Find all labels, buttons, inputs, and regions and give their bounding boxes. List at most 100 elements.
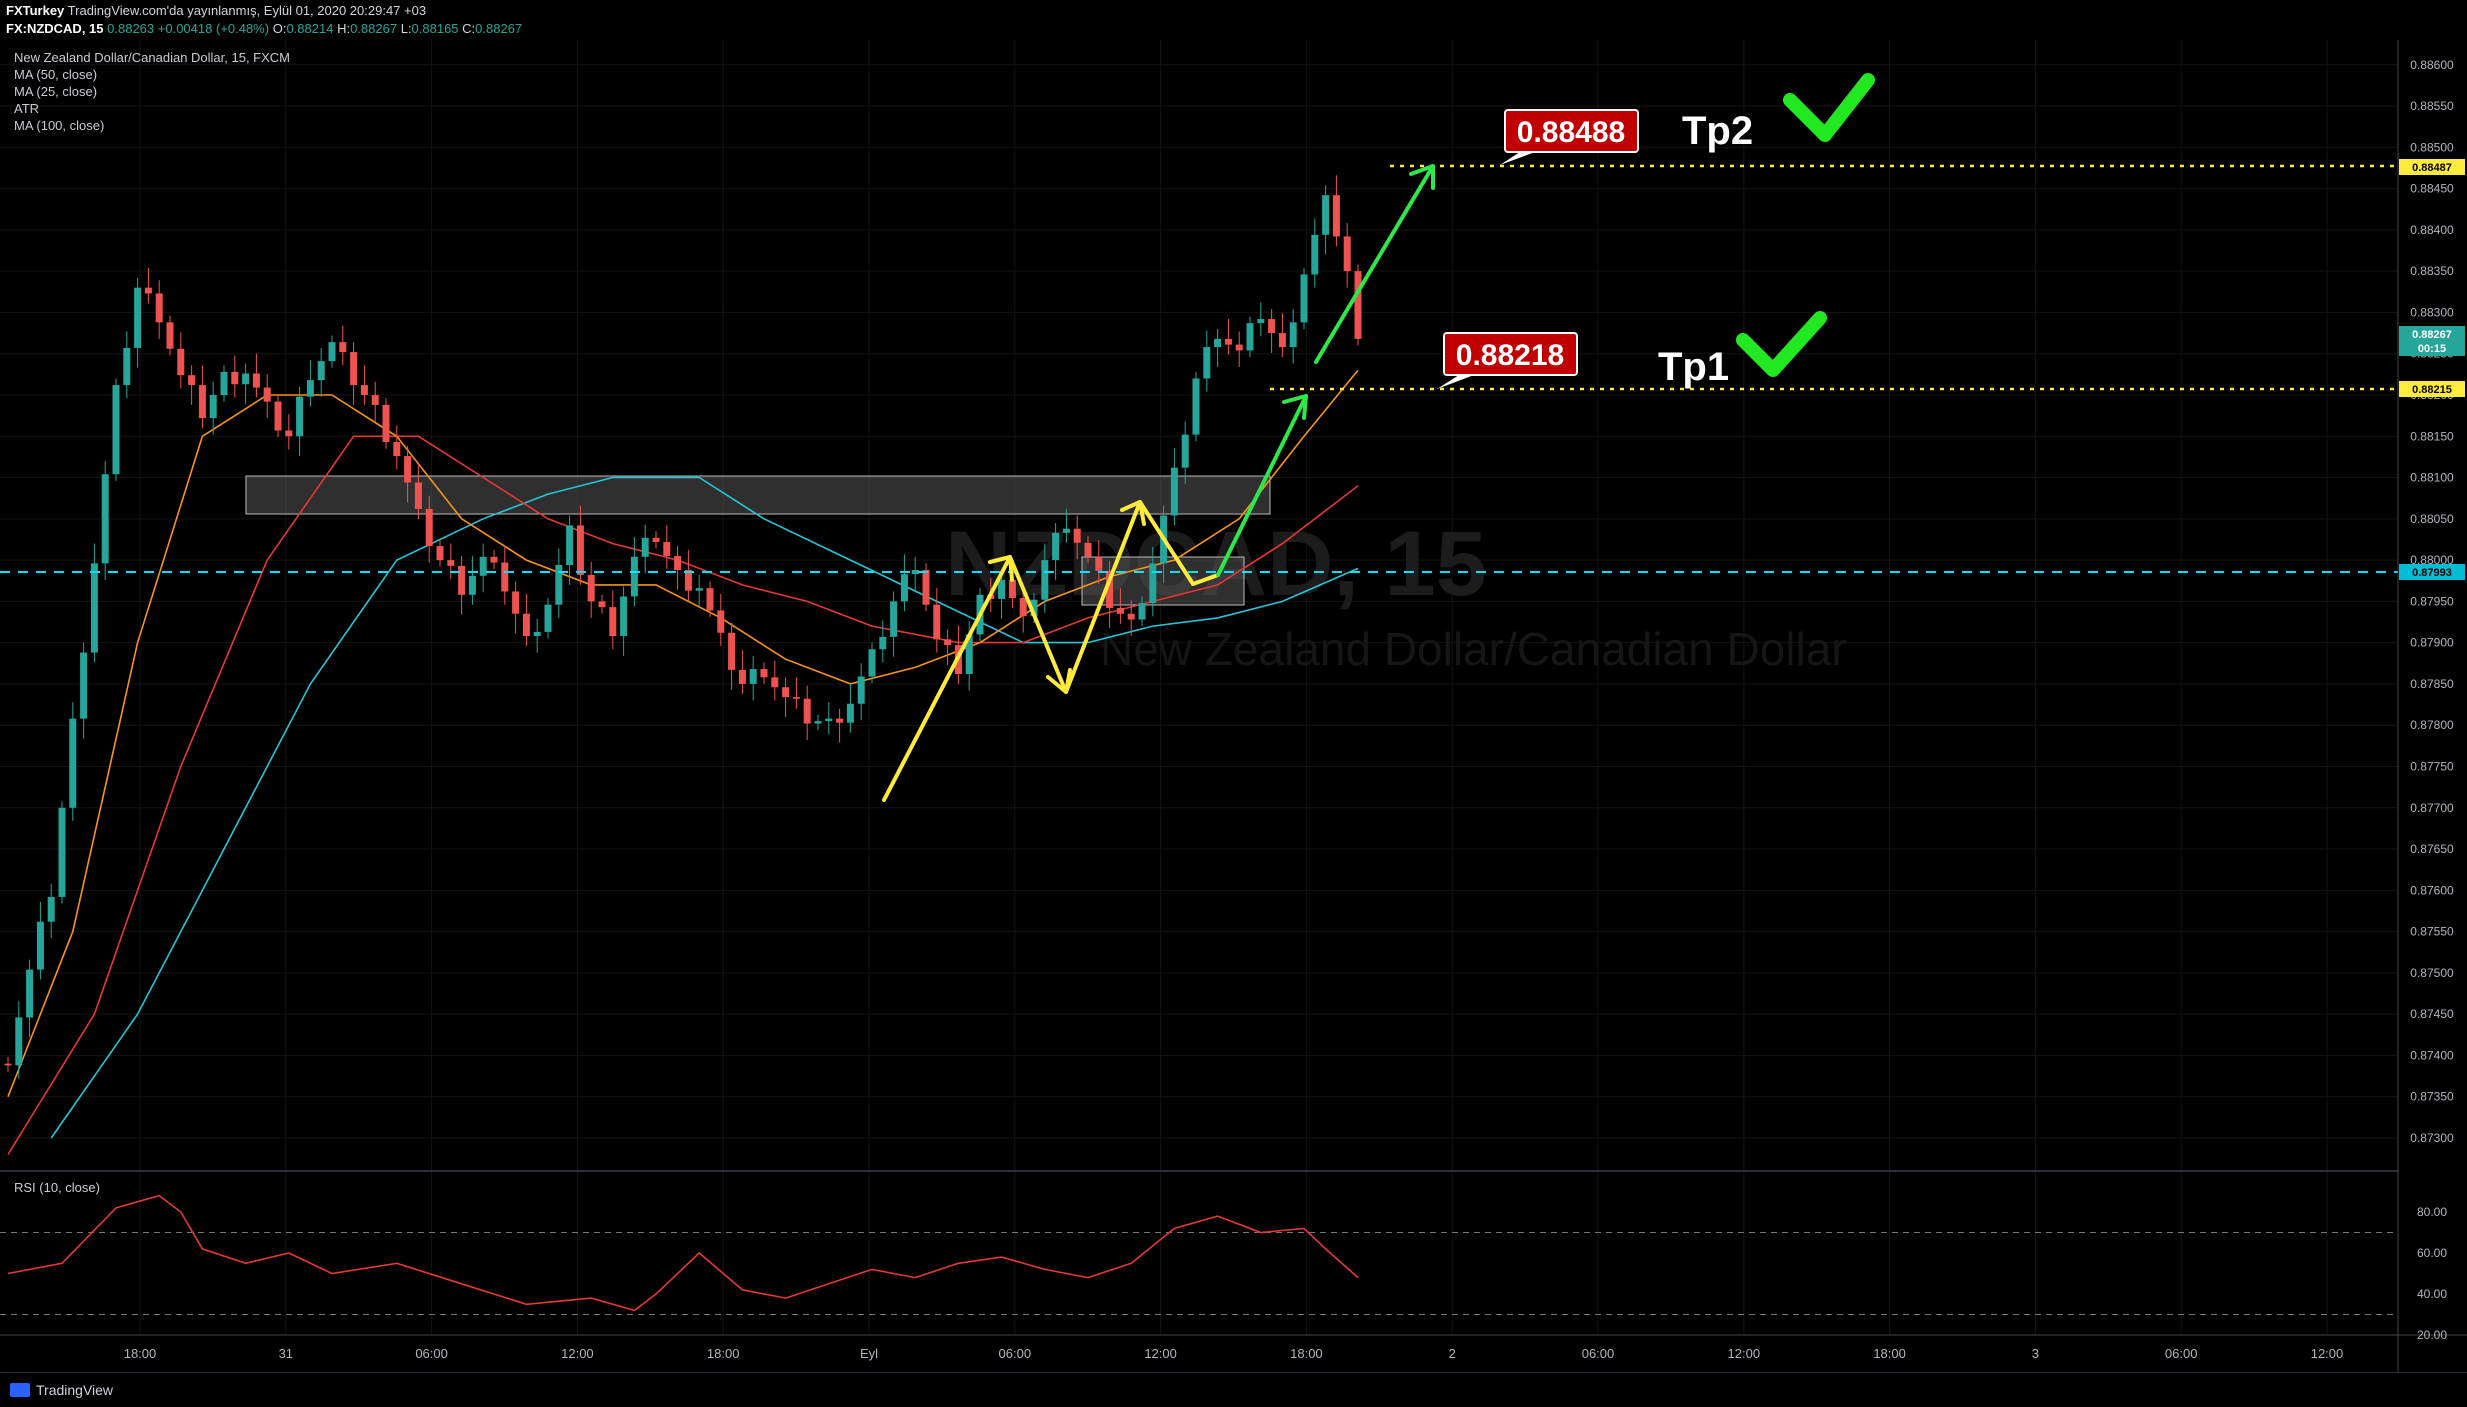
footer: TradingView	[0, 1372, 2467, 1407]
open-label: O:	[272, 21, 287, 36]
rsi-line	[7, 1194, 1359, 1312]
legend-title[interactable]: New Zealand Dollar/Canadian Dollar, 15, …	[14, 50, 290, 65]
last-price-tag-text: 0.88267	[2412, 329, 2452, 341]
candle-body	[274, 401, 282, 431]
tp1-price-tag-text: 0.88215	[2412, 384, 2452, 396]
candle-body	[242, 373, 250, 385]
candle-body	[339, 342, 347, 353]
candle-body	[425, 508, 433, 547]
rsi-tick-label: 20.00	[2417, 1328, 2447, 1342]
candle-body	[620, 596, 628, 637]
tp2-callout-box	[1504, 109, 1639, 153]
candle-body	[198, 385, 206, 419]
candle-body	[1149, 563, 1157, 604]
tp2-callout-pointer	[1500, 152, 1535, 165]
tp2-price-tag-text: 0.88487	[2412, 162, 2452, 174]
time-tick-label: 06:00	[2165, 1346, 2198, 1361]
candle-body	[436, 546, 444, 561]
candle-body	[857, 676, 865, 704]
tp1-label: Tp1	[1658, 345, 1729, 389]
green-arrow-1[interactable]	[1216, 394, 1308, 577]
ma25-line	[7, 369, 1359, 1097]
tp2-callout[interactable]: 0.88488	[1500, 109, 1639, 165]
candle-body	[36, 921, 44, 970]
candle-body	[188, 375, 196, 386]
candle-body	[317, 361, 325, 381]
candle-body	[26, 969, 34, 1018]
tp1-callout[interactable]: 0.88218	[1437, 332, 1578, 389]
green-trend-arrows[interactable]	[1216, 164, 1435, 577]
price-axis[interactable]: 0.88600 0.88550 0.88500 0.88450 0.88400 0.883…	[2410, 58, 2454, 1145]
symbol-ohlc: FX:NZDCAD, 15 0.88263 +0.00418 (+0.48%) …	[6, 21, 522, 36]
candle-body	[544, 604, 552, 632]
legend-rsi[interactable]: RSI (10, close)	[14, 1180, 100, 1195]
tradingview-brand[interactable]: TradingView	[10, 1382, 113, 1398]
candle-body	[868, 649, 876, 677]
time-tick-label: 2	[1449, 1346, 1456, 1361]
candle-body	[501, 562, 509, 592]
yellow-wave-arrows[interactable]	[882, 500, 1220, 802]
legend-ma50[interactable]: MA (50, close)	[14, 67, 97, 82]
legend-ma25[interactable]: MA (25, close)	[14, 84, 97, 99]
candle-body	[1116, 607, 1124, 614]
candle-body	[134, 287, 142, 348]
candle-body	[1343, 236, 1351, 272]
candle-body	[533, 631, 541, 637]
candle-body	[479, 556, 487, 576]
tp2-price-label: 0.88488	[1517, 116, 1625, 149]
time-tick-label: 31	[279, 1346, 293, 1361]
price-tick-label: 0.87850	[2410, 677, 2454, 691]
price-tick-label: 0.87450	[2410, 1007, 2454, 1021]
candle-body	[90, 563, 98, 653]
yellow-arrowheads[interactable]	[1046, 500, 1146, 694]
price-tick-label: 0.87350	[2410, 1090, 2454, 1104]
rsi-axis[interactable]: 80.00 60.00 40.00 20.00	[2417, 1205, 2447, 1342]
tp1-check-icon	[1736, 311, 1827, 377]
candle-body	[1095, 556, 1103, 571]
candle-body	[630, 556, 638, 597]
candle-body	[1052, 532, 1060, 561]
candle-body	[144, 287, 152, 294]
open-value: 0.88214	[286, 21, 334, 36]
price-chart[interactable]: NZDCAD, 15 New Zealand Dollar/Canadian D…	[0, 40, 2467, 1372]
time-axis[interactable]: 18:00 31 06:00 12:00 18:00 Eyl 06:00 12:00 18:00…	[124, 1346, 2344, 1361]
green-arrow-2[interactable]	[1314, 164, 1435, 364]
candle-body	[285, 430, 293, 437]
candle-body	[641, 537, 649, 557]
resistance-zone[interactable]	[245, 475, 1271, 515]
price-tick-label: 0.88000	[2410, 553, 2454, 567]
candle-body	[1224, 338, 1232, 345]
candle-body	[414, 482, 422, 509]
candle-body	[1332, 195, 1340, 237]
publish-date: TradingView.com'da yayınlanmış, Eylül 01…	[67, 3, 427, 18]
candle-body	[393, 442, 401, 457]
candle-body	[166, 322, 174, 349]
candle-body	[155, 293, 163, 323]
candle-body	[447, 560, 455, 566]
candle-body	[555, 565, 563, 605]
candle-body	[123, 347, 131, 386]
candle-body	[652, 537, 660, 542]
candle-body	[512, 591, 520, 614]
time-tick-label: 12:00	[2311, 1346, 2344, 1361]
price-tick-label: 0.87650	[2410, 842, 2454, 856]
candle-body	[1214, 338, 1222, 348]
legend-atr[interactable]: ATR	[14, 101, 39, 116]
author-name[interactable]: FXTurkey	[6, 3, 65, 18]
candle-body	[231, 371, 239, 385]
candle-body	[1268, 319, 1276, 334]
candle-body	[1246, 323, 1254, 351]
price-tick-label: 0.88100	[2410, 471, 2454, 485]
rsi-tick-label: 40.00	[2417, 1287, 2447, 1301]
candle-body	[80, 652, 88, 719]
symbol-label: FX:NZDCAD, 15	[6, 21, 104, 36]
candle-body	[177, 348, 185, 376]
candle-body	[1354, 271, 1362, 339]
legend-ma100[interactable]: MA (100, close)	[14, 118, 104, 133]
candle-body	[576, 525, 584, 575]
candle-body	[112, 385, 120, 475]
candle-body	[566, 525, 574, 566]
tp1-callout-box	[1443, 332, 1578, 376]
time-tick-label: 3	[2032, 1346, 2039, 1361]
candle-body	[69, 718, 77, 808]
